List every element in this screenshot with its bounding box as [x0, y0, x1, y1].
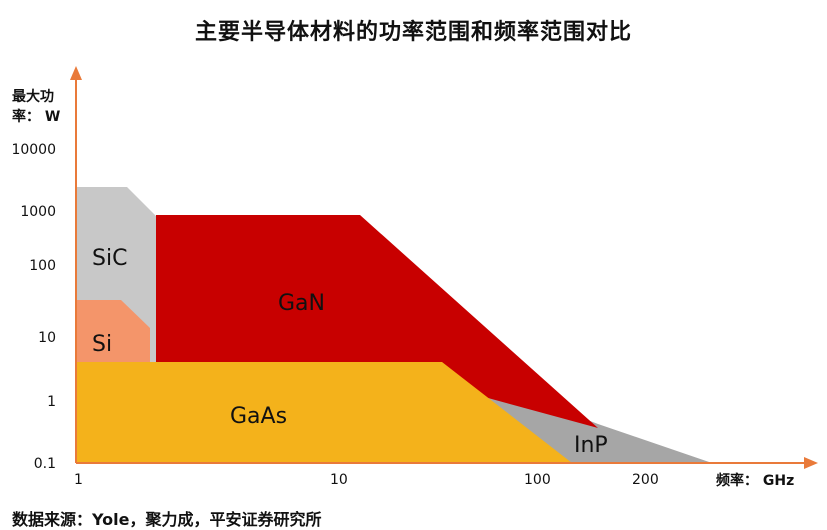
x-tick-1: 1 — [74, 472, 83, 488]
x-axis-label: 频率： GHz — [716, 473, 795, 489]
x-tick-10: 10 — [330, 472, 348, 488]
label-gaas: GaAs — [230, 404, 287, 429]
source-note: 数据来源：Yole，聚力成，平安证券研究所 — [12, 510, 322, 529]
y-tick-0.1: 0.1 — [33, 456, 56, 472]
label-sic: SiC — [92, 246, 127, 271]
x-axis-arrow — [804, 457, 818, 469]
label-gan: GaN — [278, 291, 325, 316]
y-tick-100: 100 — [29, 258, 56, 274]
y-tick-10000: 10000 — [11, 142, 56, 158]
y-axis-arrow — [70, 66, 82, 80]
y-tick-10: 10 — [38, 330, 56, 346]
y-tick-1000: 1000 — [20, 204, 56, 220]
region-si — [76, 300, 150, 362]
y-axis-label-line1: 最大功 — [12, 89, 54, 105]
label-inp: InP — [574, 433, 608, 458]
x-tick-100: 100 — [524, 472, 551, 488]
chart-title: 主要半导体材料的功率范围和频率范围对比 — [194, 19, 632, 45]
y-tick-1: 1 — [47, 394, 56, 410]
region-gaas — [76, 362, 572, 463]
y-axis-label-line2: 率： W — [12, 109, 61, 125]
label-si: Si — [92, 332, 112, 357]
region-gan — [156, 215, 598, 428]
x-tick-200: 200 — [632, 472, 659, 488]
region-inp — [488, 398, 712, 463]
